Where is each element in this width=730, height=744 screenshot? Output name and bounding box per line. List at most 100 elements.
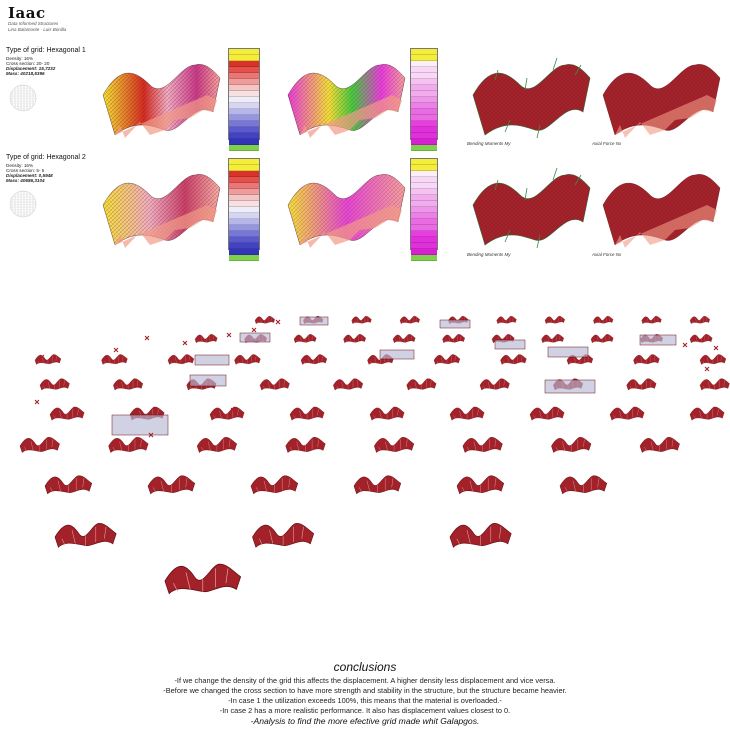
population-structure (252, 523, 315, 548)
legend-band (411, 159, 437, 165)
population-structure (689, 334, 713, 344)
population-structure (285, 436, 326, 453)
population-structure (34, 354, 62, 365)
population-structure (449, 523, 512, 548)
discarded-marker (275, 319, 281, 325)
legend-band (411, 85, 437, 91)
grid1-cross-section: Cross section: 20- 20 (6, 61, 50, 66)
legend-band (411, 103, 437, 109)
hex-grid-2-icon (9, 190, 37, 218)
grid1-density: Density: 16% (6, 56, 34, 61)
discarded-marker (39, 354, 45, 360)
population-structure (234, 354, 261, 365)
grid1-displacement-legend (410, 48, 438, 151)
population-structure (101, 354, 128, 365)
population-structure (392, 334, 416, 344)
selected-individual-box (494, 339, 526, 350)
galapagos-population-field (19, 315, 730, 595)
population-structure (333, 378, 364, 391)
grid1-displacement: Displacement: 15,7232 (6, 66, 56, 71)
conclusion-line-1: -If we change the density of the grid th… (174, 676, 556, 685)
population-structure (49, 406, 85, 421)
discarded-marker (113, 347, 119, 353)
population-structure (209, 406, 245, 421)
population-structure (353, 475, 402, 495)
legend-band (229, 225, 259, 231)
population-structure (108, 436, 149, 453)
grid2-displacement: Displacement: 0,5948 (6, 173, 53, 178)
legend-band (411, 133, 437, 139)
legend-band (229, 171, 259, 177)
grid2-displacement-legend (410, 158, 438, 261)
population-structure (54, 523, 117, 548)
grid2-density: Density: 16% (6, 163, 34, 168)
legend-band (411, 109, 437, 115)
population-structure (541, 334, 564, 344)
population-structure (293, 334, 317, 344)
legend-band (229, 183, 259, 189)
selected-individual-box (639, 334, 677, 346)
legend-band (229, 133, 259, 139)
legend-band (229, 195, 259, 201)
legend-band (411, 213, 437, 219)
legend-band (229, 79, 259, 85)
population-structure (164, 563, 242, 595)
legend-band (411, 61, 437, 67)
population-structure (147, 475, 196, 495)
legend-band (229, 61, 259, 67)
legend-band (229, 127, 259, 133)
population-structure (551, 436, 592, 453)
legend-band (229, 145, 259, 151)
legend-band (411, 127, 437, 133)
population-structure (254, 315, 275, 324)
grid2-bending-moments-surface (472, 167, 591, 249)
grid1-mass: Mass: 40218,5396 (6, 71, 45, 76)
legend-band (411, 79, 437, 85)
legend-band (411, 249, 437, 255)
discarded-marker (230, 407, 236, 413)
discarded-marker (704, 366, 710, 372)
legend-band (411, 145, 437, 151)
selected-individual-box (189, 374, 227, 387)
legend-band (229, 159, 259, 165)
legend-band (229, 201, 259, 207)
population-structure (196, 436, 237, 453)
legend-band (411, 237, 437, 243)
legend-band (229, 49, 259, 55)
hex-grid-1-icon (9, 84, 37, 112)
population-structure (39, 378, 70, 391)
population-structure (639, 436, 680, 453)
population-structure (462, 436, 503, 453)
legend-band (411, 91, 437, 97)
legend-band (229, 165, 259, 171)
legend-band (229, 213, 259, 219)
grid2-utilization-legend (228, 158, 260, 261)
population-structure (194, 334, 218, 344)
grid1-axial-force-surface (602, 64, 721, 138)
legend-band (229, 237, 259, 243)
legend-band (229, 243, 259, 249)
discarded-marker (148, 432, 154, 438)
grid2-utilization-surface (102, 174, 221, 248)
legend-band (411, 225, 437, 231)
grid1-axial-caption: Axial Force Nx (592, 141, 622, 146)
discarded-marker (34, 399, 40, 405)
population-structure (442, 334, 465, 344)
population-structure (289, 406, 325, 421)
legend-band (411, 67, 437, 73)
population-structure (689, 406, 725, 421)
selected-individual-box (439, 319, 471, 329)
selected-individual-box (547, 346, 589, 358)
population-structure (406, 378, 437, 391)
population-structure (433, 354, 461, 365)
population-structure (259, 378, 290, 391)
population-structure (633, 354, 660, 365)
population-structure (500, 354, 527, 365)
population-structure (167, 354, 195, 365)
selected-individual-box (544, 379, 596, 394)
selected-individual-box (111, 414, 169, 436)
legend-band (411, 255, 437, 261)
grid2-axial-force-surface (602, 174, 721, 248)
legend-band (411, 183, 437, 189)
legend-band (411, 243, 437, 249)
